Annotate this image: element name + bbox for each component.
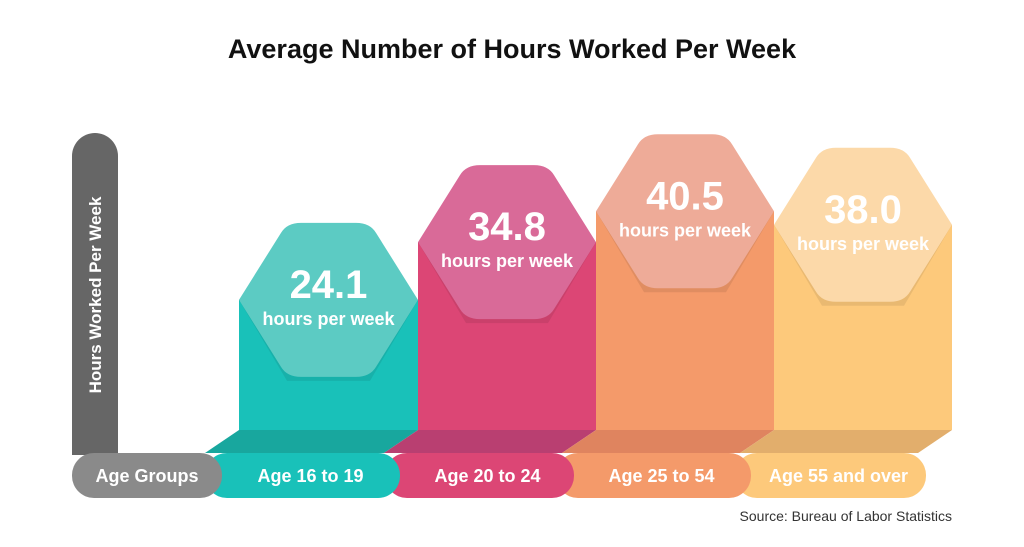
bar-floor-3	[740, 430, 952, 453]
chart-title: Average Number of Hours Worked Per Week	[227, 34, 797, 64]
unit-label-3: hours per week	[797, 234, 930, 254]
data-label-1: 34.8	[468, 205, 546, 249]
y-axis-bar	[72, 133, 118, 455]
value-hexagon-1	[418, 165, 596, 320]
x-tick-label-0: Age 16 to 19	[257, 466, 363, 486]
unit-label-0: hours per week	[262, 309, 395, 329]
value-hexagon-0	[239, 222, 418, 377]
x-tick-label-1: Age 20 to 24	[434, 466, 540, 486]
x-tick-label-2: Age 25 to 54	[608, 466, 714, 486]
value-hexagon-3	[774, 147, 952, 302]
bar-floor-2	[562, 430, 774, 453]
unit-label-2: hours per week	[619, 220, 752, 240]
bar-floor-0	[205, 430, 418, 453]
source-note: Source: Bureau of Labor Statistics	[739, 508, 952, 524]
category-pill-2	[556, 453, 751, 498]
unit-label-1: hours per week	[441, 251, 574, 271]
category-pill-3	[735, 453, 926, 498]
data-label-3: 38.0	[824, 188, 902, 232]
data-label-2: 40.5	[646, 174, 724, 218]
category-pill-0	[205, 453, 400, 498]
category-pill-1	[385, 453, 574, 498]
x-axis-label: Age Groups	[95, 466, 198, 486]
value-hexagon-2	[596, 134, 774, 289]
y-axis-label: Hours Worked Per Week	[86, 196, 105, 393]
bar-floor-1	[384, 430, 596, 453]
x-axis-label-pill	[72, 453, 222, 498]
data-label-0: 24.1	[290, 263, 368, 307]
x-tick-label-3: Age 55 and over	[769, 466, 908, 486]
